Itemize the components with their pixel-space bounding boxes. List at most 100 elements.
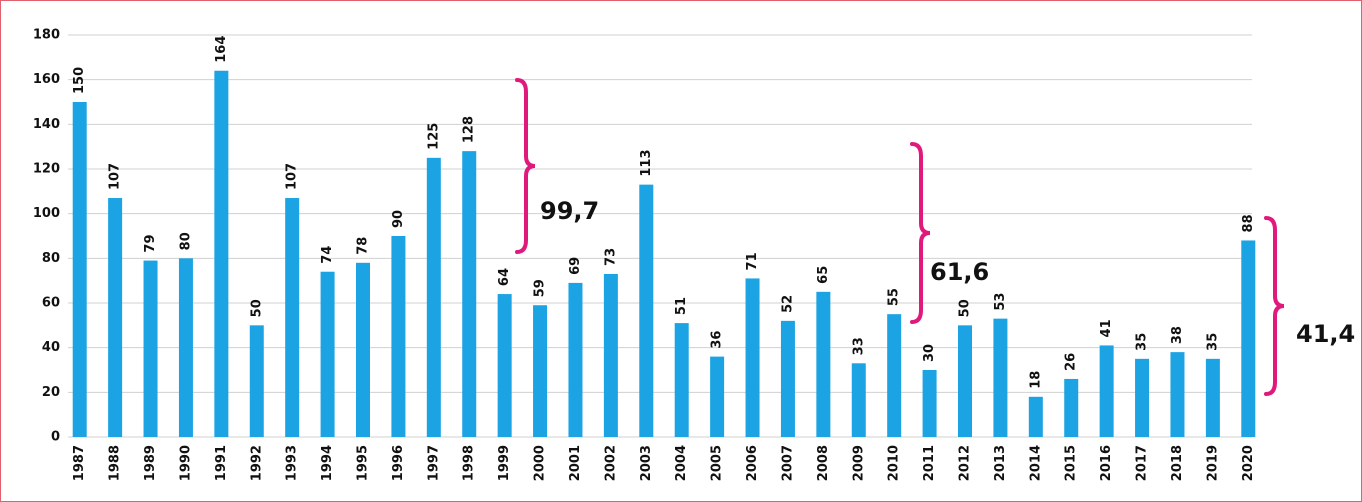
x-tick-label: 1992 xyxy=(249,445,264,481)
bar xyxy=(1205,358,1220,437)
bar xyxy=(851,363,866,437)
value-label: 38 xyxy=(1170,326,1185,344)
bar xyxy=(178,258,193,437)
x-tick-label: 2016 xyxy=(1099,445,1114,481)
x-tick-label: 1995 xyxy=(356,445,371,481)
brace xyxy=(515,78,536,254)
y-tick-label: 60 xyxy=(42,296,60,311)
value-label: 79 xyxy=(143,234,158,252)
value-label: 41 xyxy=(1099,319,1114,337)
bar xyxy=(674,323,689,437)
value-label: 107 xyxy=(108,163,123,190)
bar xyxy=(1099,345,1114,437)
x-tick-label: 2010 xyxy=(887,445,902,481)
value-label: 125 xyxy=(426,123,441,150)
bar xyxy=(993,318,1008,437)
x-tick-label: 2000 xyxy=(533,445,548,481)
value-label: 107 xyxy=(285,163,300,190)
annotation: 61,6 xyxy=(930,258,989,286)
x-tick-label: 1987 xyxy=(72,445,87,481)
x-tick-label: 2005 xyxy=(710,445,725,481)
x-tick-label: 1997 xyxy=(426,445,441,481)
value-label: 74 xyxy=(320,246,335,264)
x-tick-label: 1996 xyxy=(391,445,406,481)
x-tick-label: 1993 xyxy=(285,445,300,481)
value-label: 50 xyxy=(958,299,973,317)
value-label: 128 xyxy=(462,116,477,143)
value-label: 30 xyxy=(922,344,937,362)
x-tick-label: 2003 xyxy=(639,445,654,481)
bar xyxy=(603,273,618,437)
bar xyxy=(391,236,406,437)
value-label: 36 xyxy=(710,331,725,349)
y-tick-label: 140 xyxy=(33,117,60,132)
x-tick-label: 1991 xyxy=(214,445,229,481)
value-label: 64 xyxy=(497,268,512,286)
bar xyxy=(108,198,123,437)
value-label: 53 xyxy=(993,293,1008,311)
y-tick-label: 120 xyxy=(33,162,60,177)
annotation: 41,4 xyxy=(1296,320,1355,348)
bar xyxy=(1135,358,1150,437)
bar xyxy=(143,260,158,437)
x-tick-label: 2019 xyxy=(1205,445,1220,481)
bar xyxy=(533,305,548,437)
x-tick-label: 2008 xyxy=(816,445,831,481)
bar xyxy=(426,157,441,438)
annotation: 99,7 xyxy=(540,197,599,225)
x-tick-label: 2006 xyxy=(745,445,760,481)
y-tick-label: 100 xyxy=(33,206,60,221)
x-tick-label: 2004 xyxy=(674,445,689,481)
x-tick-label: 2014 xyxy=(1028,445,1043,481)
value-label: 150 xyxy=(72,67,87,94)
bar xyxy=(710,356,725,437)
value-label: 55 xyxy=(887,288,902,306)
x-tick-label: 2015 xyxy=(1064,445,1079,481)
value-label: 69 xyxy=(568,257,583,275)
bar xyxy=(1241,240,1256,437)
bar xyxy=(568,282,583,437)
bar xyxy=(958,325,972,437)
value-label: 33 xyxy=(851,337,866,355)
bar xyxy=(320,271,335,437)
bar xyxy=(249,325,264,437)
bar xyxy=(1170,352,1185,437)
value-label: 50 xyxy=(249,299,264,317)
x-tick-label: 2020 xyxy=(1241,445,1256,481)
bar xyxy=(214,70,229,437)
bar xyxy=(887,314,902,437)
value-label: 88 xyxy=(1241,214,1256,232)
bar xyxy=(816,291,831,437)
bar xyxy=(497,294,512,437)
value-label: 35 xyxy=(1205,333,1220,351)
x-tick-label: 1988 xyxy=(108,445,123,481)
y-tick-label: 20 xyxy=(42,385,60,400)
bar xyxy=(922,370,937,437)
y-tick-label: 0 xyxy=(51,430,60,445)
value-label: 71 xyxy=(745,252,760,270)
value-label: 78 xyxy=(356,237,371,255)
value-label: 26 xyxy=(1064,353,1079,371)
value-label: 18 xyxy=(1028,371,1043,389)
value-label: 51 xyxy=(674,297,689,315)
x-tick-label: 2001 xyxy=(568,445,583,481)
x-tick-label: 2011 xyxy=(922,445,937,481)
value-label: 164 xyxy=(214,36,229,63)
bar xyxy=(1064,378,1079,437)
x-tick-label: 2012 xyxy=(958,445,973,481)
x-tick-label: 2009 xyxy=(851,445,866,481)
x-tick-label: 1998 xyxy=(462,445,477,481)
y-tick-label: 40 xyxy=(42,340,60,355)
bar xyxy=(72,102,87,437)
bar xyxy=(745,278,760,437)
brace xyxy=(910,142,931,324)
bar xyxy=(780,320,795,437)
brace xyxy=(1264,216,1285,396)
value-label: 113 xyxy=(639,149,654,176)
bar xyxy=(639,184,654,437)
bar xyxy=(285,198,300,437)
value-label: 59 xyxy=(533,279,548,297)
value-label: 80 xyxy=(178,232,193,250)
x-tick-label: 1999 xyxy=(497,445,512,481)
value-label: 90 xyxy=(391,210,406,228)
